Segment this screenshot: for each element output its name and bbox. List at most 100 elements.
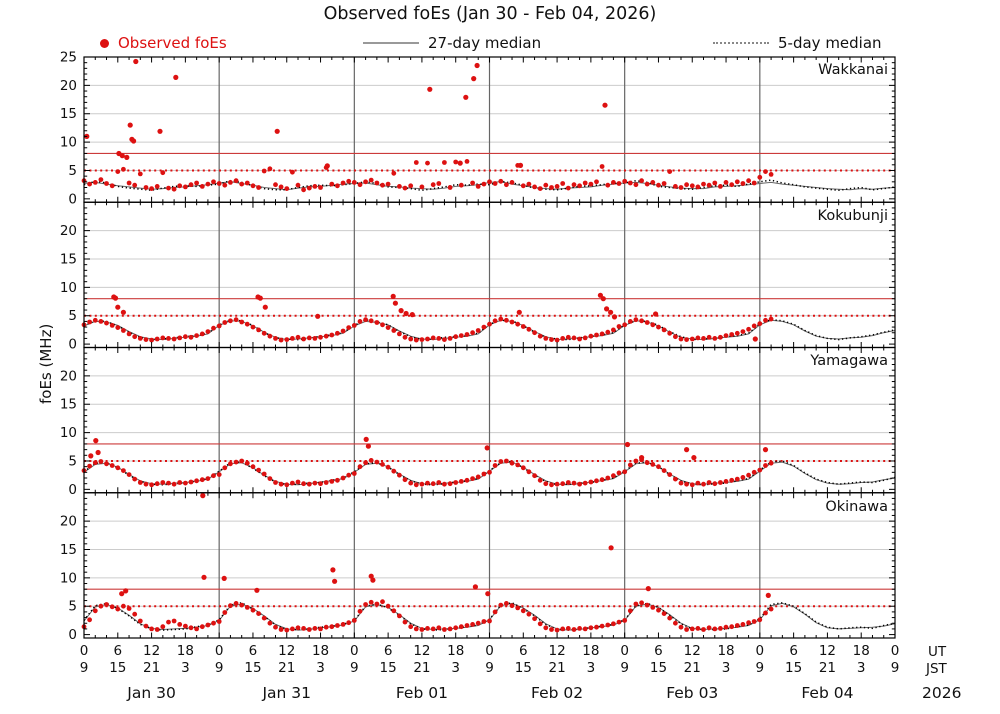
observed-dot — [244, 321, 250, 327]
observed-dot — [143, 185, 149, 190]
observed-outlier-dot — [254, 587, 260, 593]
observed-dot — [515, 321, 521, 327]
observed-dot — [295, 479, 301, 485]
observed-dot — [661, 327, 667, 333]
observed-dot — [470, 622, 475, 627]
observed-dot — [160, 624, 166, 630]
x-tick-label-ut: 18 — [853, 643, 870, 659]
observed-dot — [284, 482, 290, 488]
observed-dot — [295, 334, 301, 340]
observed-dot — [532, 330, 537, 336]
observed-dot — [363, 179, 368, 185]
observed-dot — [594, 179, 599, 185]
panel-kokubunji: 0 5 10 15 20 — [60, 201, 896, 353]
observed-dot — [143, 623, 149, 629]
legend-median27-label: 27-day median — [428, 34, 542, 52]
observed-outlier-dot — [262, 304, 268, 310]
observed-dot — [611, 180, 616, 185]
x-tick-label-jst: 9 — [620, 660, 629, 676]
observed-dot — [633, 182, 639, 188]
observed-dot — [729, 624, 735, 630]
observed-outlier-dot — [645, 586, 651, 592]
observed-dot — [228, 318, 233, 324]
observed-dot — [132, 611, 138, 617]
observed-dot — [532, 616, 537, 622]
observed-dot — [183, 480, 188, 486]
x-tick-label-ut: 18 — [447, 643, 464, 659]
observed-dot — [549, 627, 554, 632]
observed-dot — [729, 477, 735, 483]
observed-dot — [194, 626, 200, 632]
observed-dot — [363, 317, 368, 323]
observed-dot — [199, 624, 205, 630]
observed-dot — [712, 336, 718, 341]
x-tick-label-jst: 9 — [80, 660, 89, 676]
observed-dot — [228, 603, 233, 609]
observed-dot — [639, 178, 644, 184]
observed-dot — [734, 330, 740, 336]
observed-dot — [166, 185, 171, 191]
legend-item-observed: Observed foEs — [100, 33, 227, 53]
observed-dot — [425, 160, 430, 166]
observed-outlier-dot — [93, 438, 99, 444]
observed-dot — [385, 325, 391, 330]
observed-dot — [295, 625, 301, 631]
y-tick-label: 20 — [60, 78, 77, 94]
observed-dot — [734, 623, 740, 628]
observed-dot — [667, 472, 673, 477]
observed-outlier-dot — [332, 578, 338, 584]
observed-dot — [357, 319, 363, 324]
observed-outlier-dot — [604, 306, 610, 312]
observed-dot — [233, 459, 239, 465]
observed-dot — [673, 476, 678, 482]
y-tick-label: 15 — [60, 397, 77, 413]
observed-dot — [554, 627, 560, 633]
x-tick-label-ut: 0 — [215, 643, 224, 659]
x-tick-label-jst: 9 — [350, 660, 359, 676]
observed-dot — [571, 627, 577, 632]
observed-outlier-dot — [471, 76, 477, 82]
observed-dot — [323, 624, 329, 630]
x-tick-label-jst: 3 — [316, 660, 325, 676]
observed-dot — [244, 180, 250, 186]
panel-okinawa: 0 5 10 15 20 — [60, 492, 896, 643]
observed-dot — [470, 476, 475, 481]
observed-dot — [256, 327, 261, 333]
observed-dot — [768, 316, 774, 322]
observed-dot — [487, 469, 492, 475]
observed-dot — [560, 181, 566, 186]
observed-outlier-dot — [133, 58, 139, 65]
observed-dot — [340, 475, 346, 481]
y-tick-label: 5 — [68, 599, 77, 615]
observed-dot — [239, 319, 245, 325]
observed-dot — [701, 336, 706, 341]
observed-dot — [92, 460, 98, 466]
observed-dot — [582, 335, 588, 341]
observed-dot — [233, 178, 239, 184]
x-tick-label-ut: 18 — [582, 643, 599, 659]
observed-outlier-dot — [390, 293, 396, 299]
observed-dot — [627, 180, 633, 186]
observed-dot — [256, 467, 261, 473]
observed-dot — [504, 458, 509, 464]
observed-dot — [734, 476, 740, 482]
observed-dot — [481, 181, 487, 187]
observed-dot — [447, 481, 453, 487]
observed-dot — [385, 464, 391, 470]
observed-dot — [408, 336, 414, 342]
observed-dot — [261, 330, 267, 336]
observed-dot — [374, 459, 380, 465]
observed-dot — [543, 182, 549, 188]
observed-dot — [757, 617, 763, 623]
y-tick-label: 10 — [60, 135, 77, 151]
y-tick-label: 0 — [68, 337, 77, 353]
observed-dot — [290, 480, 295, 486]
observed-dot — [526, 469, 532, 475]
observed-dot — [695, 480, 701, 486]
observed-dot — [385, 181, 391, 187]
x-tick-label-ut: 12 — [684, 643, 701, 659]
x-tick-label-ut: 12 — [413, 643, 430, 659]
x-tick-label-ut: 18 — [177, 643, 194, 659]
observed-outlier-dot — [485, 591, 491, 597]
observed-outlier-dot — [120, 309, 126, 315]
